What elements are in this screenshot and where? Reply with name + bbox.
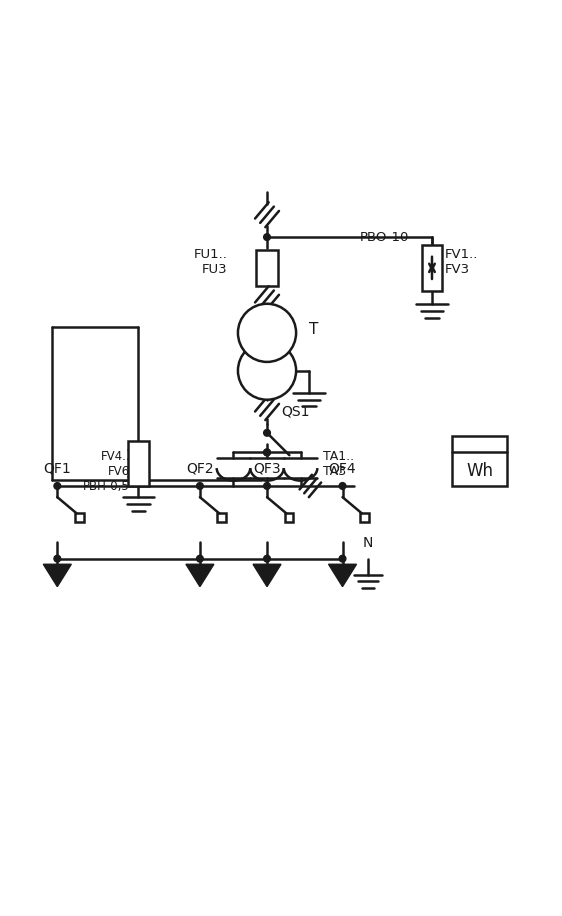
Text: FU1..
FU3: FU1.. FU3 — [194, 248, 228, 277]
Circle shape — [264, 483, 270, 489]
Text: T: T — [309, 322, 318, 337]
Text: QF1: QF1 — [43, 462, 71, 476]
Circle shape — [264, 234, 270, 241]
Text: QF3: QF3 — [253, 462, 281, 476]
Circle shape — [238, 342, 296, 399]
Circle shape — [54, 483, 61, 489]
Text: QS1: QS1 — [281, 405, 310, 419]
Circle shape — [197, 555, 203, 562]
Bar — [128, 442, 149, 486]
Bar — [284, 513, 293, 522]
Polygon shape — [329, 564, 356, 586]
Text: TA1..
TA3: TA1.. TA3 — [323, 450, 354, 477]
Bar — [422, 245, 442, 290]
Text: FV4..
FV6
PBH-0,5: FV4.. FV6 PBH-0,5 — [83, 450, 130, 493]
Polygon shape — [186, 564, 214, 586]
Polygon shape — [253, 564, 281, 586]
Circle shape — [339, 555, 346, 562]
Circle shape — [197, 483, 203, 489]
Text: Wh: Wh — [466, 462, 493, 480]
Circle shape — [339, 483, 346, 489]
Bar — [217, 513, 226, 522]
Bar — [75, 513, 84, 522]
Circle shape — [264, 449, 270, 456]
Text: PBO-10: PBO-10 — [360, 231, 410, 244]
Text: QF4: QF4 — [329, 462, 356, 476]
Circle shape — [238, 304, 296, 362]
Circle shape — [264, 430, 270, 436]
Bar — [360, 513, 369, 522]
Circle shape — [264, 449, 270, 456]
Circle shape — [264, 555, 270, 562]
Polygon shape — [43, 564, 71, 586]
Circle shape — [54, 555, 61, 562]
Text: N: N — [362, 536, 373, 551]
Bar — [451, 436, 507, 486]
Text: QF2: QF2 — [186, 462, 214, 476]
Bar — [256, 250, 278, 286]
Text: FV1..
FV3: FV1.. FV3 — [445, 248, 478, 277]
